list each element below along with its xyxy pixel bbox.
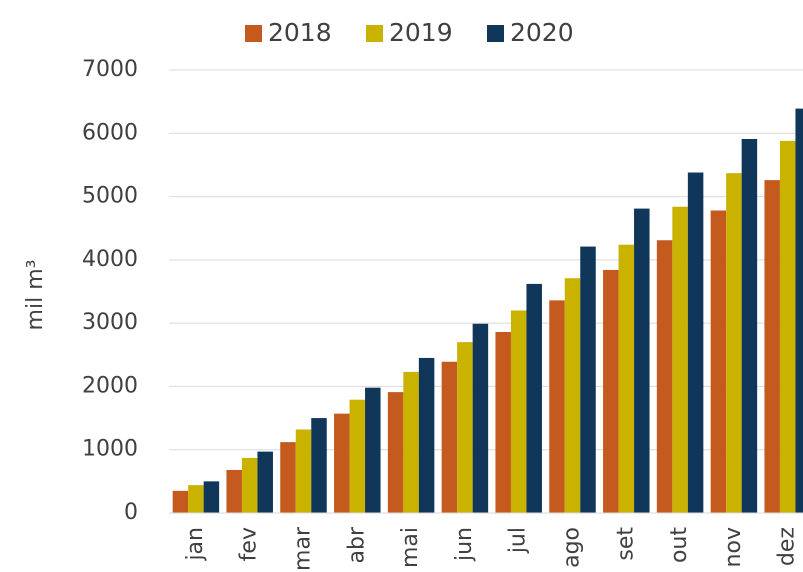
- x-tick-label: jan: [183, 527, 208, 562]
- bar: [457, 342, 473, 513]
- x-tick-label: ago: [560, 527, 585, 568]
- bar: [726, 173, 742, 514]
- bar: [349, 399, 366, 513]
- bar: [603, 269, 619, 513]
- bar: [580, 246, 596, 513]
- legend-label: 2019: [389, 18, 453, 47]
- bar: [203, 481, 220, 513]
- bar: [672, 206, 688, 513]
- bar: [334, 413, 350, 513]
- y-tick-label: 6000: [82, 120, 138, 145]
- x-tick-label: mar: [291, 526, 316, 571]
- x-tick-label: jun: [452, 527, 477, 562]
- x-tick-label: fev: [237, 527, 262, 561]
- bar: [311, 418, 327, 513]
- x-tick-label: dez: [775, 527, 800, 566]
- bar: [241, 457, 258, 513]
- bar: [549, 300, 565, 513]
- bar: [710, 210, 727, 513]
- bar: [795, 108, 803, 514]
- legend-swatch: [245, 25, 262, 42]
- bar: [280, 442, 296, 513]
- bar: [387, 392, 404, 513]
- x-tick-label: mai: [398, 527, 423, 568]
- x-tick-label: nov: [721, 527, 746, 567]
- bar: [495, 332, 511, 513]
- bar: [741, 138, 758, 513]
- bar: [172, 490, 189, 513]
- bar: [441, 361, 458, 513]
- bar: [564, 278, 581, 513]
- bar: [634, 208, 650, 514]
- y-tick-label: 7000: [82, 57, 138, 82]
- legend-swatch: [487, 25, 504, 42]
- bar: [779, 140, 796, 513]
- x-tick-label: abr: [344, 526, 369, 563]
- bar: [226, 469, 242, 513]
- y-tick-label: 1000: [82, 437, 138, 462]
- legend-label: 2018: [268, 18, 332, 47]
- bar: [403, 371, 419, 513]
- bar: [618, 244, 635, 513]
- x-tick-label: jul: [506, 527, 531, 554]
- bar: [764, 180, 780, 514]
- bar: [526, 283, 542, 513]
- y-tick-label: 0: [124, 500, 138, 525]
- y-tick-label: 3000: [82, 310, 138, 335]
- legend-swatch: [366, 25, 383, 42]
- bar: [188, 485, 204, 513]
- bar: [510, 310, 527, 513]
- x-tick-label: set: [613, 527, 638, 561]
- bar: [365, 387, 381, 513]
- legend-label: 2020: [510, 18, 574, 47]
- bar: [257, 451, 273, 513]
- bar: [295, 429, 312, 513]
- y-tick-label: 4000: [82, 247, 138, 272]
- x-tick-label: out: [667, 527, 692, 563]
- y-axis-label: mil m³: [23, 260, 48, 331]
- bar: [472, 323, 489, 513]
- y-tick-label: 5000: [82, 184, 138, 209]
- y-tick-label: 2000: [82, 373, 138, 398]
- bar: [418, 357, 435, 513]
- bar: [687, 172, 704, 513]
- bar: [656, 240, 673, 513]
